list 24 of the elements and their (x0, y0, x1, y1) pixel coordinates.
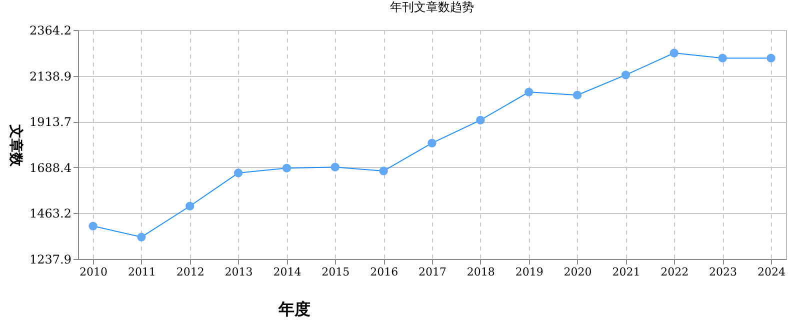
y-tick-label: 1237.9 (30, 252, 72, 266)
x-tick-label: 2018 (466, 266, 495, 278)
x-axis-title: 年度 (278, 300, 310, 318)
y-tick-label: 1688.4 (30, 160, 72, 175)
y-axis-title: 文章数 (8, 124, 24, 168)
x-tick-label: 2010 (80, 266, 108, 278)
x-tick-label: 2017 (418, 266, 446, 278)
x-tick-label: 2015 (322, 266, 350, 278)
y-tick-label: 1463.2 (30, 206, 72, 221)
x-tick-label: 2016 (370, 266, 398, 278)
x-tick-label: 2020 (564, 266, 592, 278)
y-tick-label: 1913.7 (30, 115, 72, 130)
x-tick-label: 2023 (709, 266, 738, 278)
x-tick-label: 2011 (128, 266, 156, 278)
y-tick-label: 2364.2 (30, 24, 72, 38)
chart-title: 年刊文章数趋势 (390, 0, 474, 14)
x-tick-label: 2019 (515, 266, 544, 278)
x-tick-label: 2014 (273, 266, 302, 278)
x-tick-label: 2024 (757, 266, 786, 278)
x-tick-label: 2022 (660, 266, 689, 278)
y-tick-label: 2138.9 (30, 69, 72, 84)
x-tick-label: 2013 (224, 266, 253, 278)
x-tick-label: 2012 (176, 266, 204, 278)
x-tick-label: 2021 (612, 266, 640, 278)
